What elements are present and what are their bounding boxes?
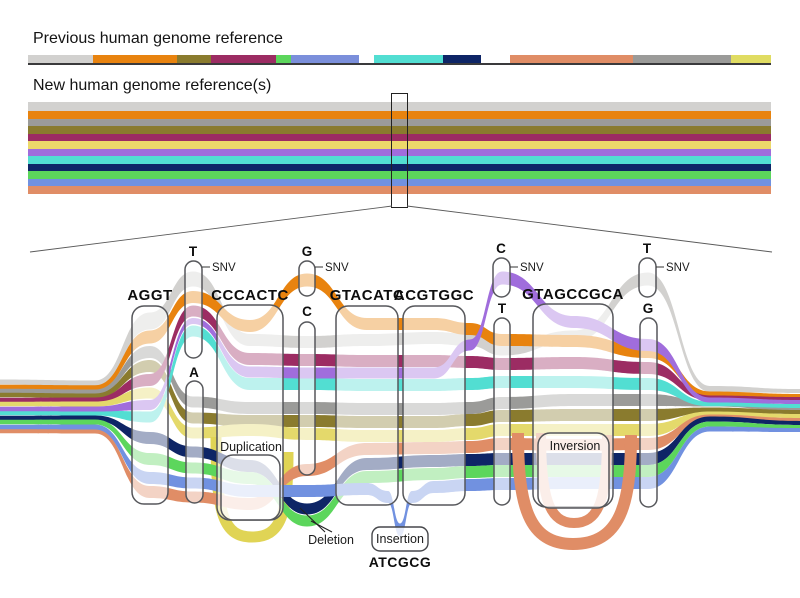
node-aggt [131,305,169,505]
haplotype-ribbon-turquoise [0,325,800,423]
insertion-sequence-label: ATCGCG [369,554,432,570]
node-acgtggc [402,305,466,506]
snv-label: SNV [212,262,236,274]
new-ref-stripe-purple [28,148,771,156]
prev-ref-segment-yellow [731,55,771,63]
node-label-aggt: AGGT [127,287,172,304]
deletion-pointer-line [299,507,326,533]
zoom-connector-line [29,205,393,253]
new-ref-stripe-gray [28,118,771,126]
zoom-connector-line [406,205,773,253]
node-snv-c2 [492,257,511,298]
haplotype-ribbon-navy [0,415,800,515]
node-t2 [493,317,511,506]
node-label-g: G [643,301,654,316]
new-ref-stripe-olive [28,126,771,134]
prev-ref-segment-gray [633,55,731,63]
node-snv-t1 [184,260,203,359]
new-ref-stripe-green [28,171,771,179]
prev-ref-segment-navy [443,55,481,63]
node-label-a: A [189,365,199,380]
node-gtacatc [335,305,399,506]
node-a [185,380,204,504]
node-label-c: C [496,241,506,256]
new-ref-stripe-yellow [28,141,771,149]
prev-ref-segment-green [276,55,291,63]
node-label-acgtggc: ACGTGGC [394,287,474,304]
node-label-gtacatc: GTACATC [330,287,405,304]
deletion-label: Deletion [308,533,354,547]
new-ref-stripe-orange [28,111,771,119]
insertion-label: Insertion [376,532,424,546]
node-label-cccactc: CCCACTC [211,287,289,304]
insertion-node [371,526,429,552]
prev-ref-segment-orange [93,55,177,63]
node-label-c: C [302,304,312,319]
new-ref-stripe-lightgray [28,102,771,111]
prev-ref-segment-salmon [510,55,633,63]
node-label-gtagccgca: GTAGCCGCA [522,286,624,303]
snv-label: SNV [325,262,349,274]
haplotype-ribbon-lightgray [0,271,800,393]
node-label-t: T [498,301,507,316]
new-reference-title: New human genome reference(s) [33,77,272,94]
new-ref-stripe-turquoise [28,156,771,164]
node-label-t: T [643,241,652,256]
prev-ref-segment-turquoise [374,55,443,63]
previous-reference-title: Previous human genome reference [33,30,283,47]
new-ref-stripe-magenta [28,133,771,141]
inversion-loop-outer [512,432,637,551]
node-label-g: G [302,244,313,259]
node-g2 [639,317,658,508]
new-ref-stripe-salmon [28,186,771,194]
snv-label: SNV [520,262,544,274]
prev-ref-segment-magenta [211,55,276,63]
prev-ref-segment-gap [359,55,374,63]
node-snv-g1 [298,260,316,297]
prev-ref-segment-olive [177,55,211,63]
node-c1 [298,321,316,476]
previous-reference-bar [28,55,771,63]
prev-ref-segment-periwinkle [291,55,359,63]
node-snv-t3 [638,257,657,298]
new-reference-stack [28,102,771,194]
node-duplication-inner [220,454,281,521]
deletion-pointer-line [310,520,333,533]
node-inversion-inner [537,432,610,509]
prev-ref-segment-lightgray [28,55,93,63]
new-ref-stripe-navy [28,163,771,171]
haplotype-ribbon-green [0,419,800,527]
previous-reference-baseline [28,63,771,65]
new-ref-stripe-blue [28,178,771,186]
snv-label: SNV [666,262,690,274]
zoom-region-box [391,93,408,208]
node-label-t: T [189,244,198,259]
inversion-label: Inversion [550,439,601,453]
duplication-label: Duplication [220,440,282,454]
prev-ref-segment-gap [481,55,510,63]
